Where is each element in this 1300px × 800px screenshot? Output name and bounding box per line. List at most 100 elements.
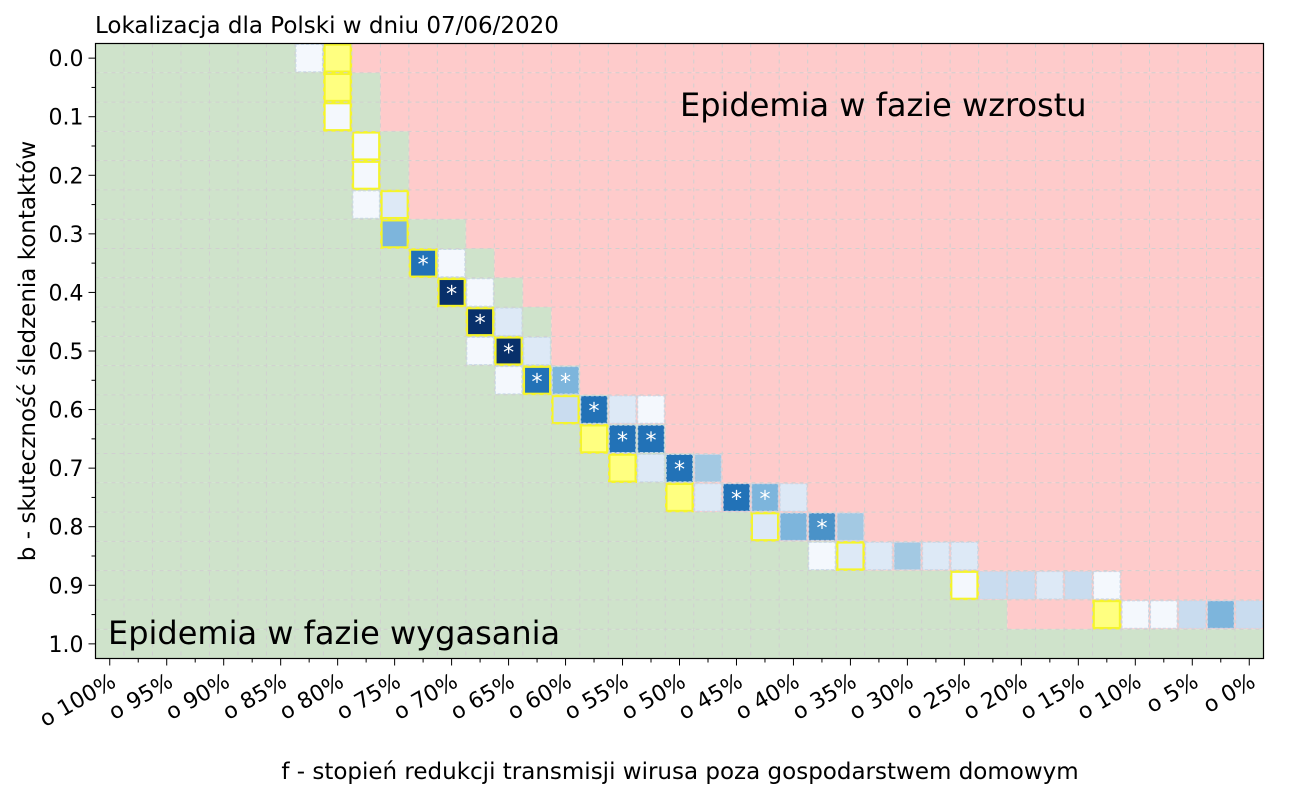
- star-marker: *: [418, 253, 429, 278]
- boundary-cell: [665, 482, 694, 513]
- heatmap-cell: [494, 366, 523, 395]
- decline-region-row-6: [95, 219, 466, 249]
- y-tick-label: 0.6: [49, 399, 84, 424]
- boundary-cell: [437, 277, 467, 308]
- boundary-cell: [351, 131, 381, 161]
- heatmap-cell: [1178, 600, 1207, 629]
- heatmap-cell: [637, 424, 665, 454]
- star-marker: *: [560, 370, 571, 395]
- heatmap-cell: [722, 483, 751, 512]
- boundary-cell: [323, 101, 353, 132]
- cells-layer: * * * * * * * * * * * * *: [95, 43, 1264, 659]
- heatmap-cell: [1150, 600, 1178, 629]
- y-tick-label: 0.5: [49, 340, 84, 365]
- heatmap-cell: [979, 571, 1007, 600]
- x-tick-label: o 45%: [675, 669, 748, 725]
- y-axis-label: b - skuteczność śledzenia kontaktów: [15, 141, 41, 561]
- y-tick-label: 0.9: [49, 574, 84, 599]
- decline-region-row-18: [95, 570, 951, 600]
- boundary-cell: [351, 160, 381, 191]
- star-marker: *: [475, 312, 486, 337]
- decline-region-row-17: [95, 541, 865, 571]
- star-marker: *: [759, 487, 770, 512]
- heatmap-cell: [295, 44, 323, 73]
- boundary-cell: [380, 218, 410, 249]
- region-label-growth: Epidemia w fazie wzrostu: [680, 86, 1087, 124]
- x-tick-label: o 80%: [276, 669, 349, 725]
- y-tick-label: 0.8: [49, 516, 84, 541]
- heatmap-cell: [352, 190, 380, 219]
- heatmap-cell: [836, 512, 865, 541]
- boundary-cell: [494, 336, 524, 366]
- heatmap-cell: [779, 483, 808, 512]
- boundary-cell: [522, 365, 552, 396]
- heatmap-cell: [466, 336, 494, 366]
- star-marker: *: [674, 458, 685, 483]
- x-tick-label: o 95%: [105, 669, 178, 725]
- x-tick-label: o 70%: [390, 669, 463, 725]
- heatmap-cell: [694, 454, 722, 483]
- y-tick-label: 0.1: [49, 106, 84, 131]
- heatmap-cell: [922, 541, 950, 571]
- boundary-cell: [750, 511, 780, 542]
- boundary-cell: [579, 423, 609, 454]
- growth-region-row-9: [551, 307, 1264, 337]
- x-tick-label: o 65%: [447, 669, 520, 725]
- heatmap-cell: [466, 278, 494, 307]
- star-marker: *: [532, 370, 543, 395]
- heatmap-cell: [494, 307, 523, 336]
- x-tick-label: o 40%: [731, 669, 804, 725]
- heatmap-cell: [608, 424, 637, 454]
- x-tick-label: o 55%: [561, 669, 634, 725]
- boundary-cell: [949, 570, 979, 601]
- heatmap-cell: [893, 541, 922, 571]
- heatmap-cell: [1093, 571, 1121, 600]
- x-tick-label: o 85%: [219, 669, 292, 725]
- decline-region-row-15: [95, 482, 694, 513]
- heatmap-cell: [694, 483, 722, 512]
- x-tick-label: o 35%: [788, 669, 861, 725]
- x-tick-label: o 30%: [845, 669, 918, 725]
- growth-region-row-1: [380, 72, 1264, 103]
- y-tick-label: 0.4: [49, 281, 84, 306]
- heatmap-cell: [1121, 600, 1150, 629]
- heatmap-cell: [1235, 600, 1264, 629]
- boundary-cell: [465, 306, 495, 337]
- star-marker: *: [589, 400, 600, 425]
- x-tick-label: o 0%: [1199, 669, 1259, 718]
- y-tick-label: 1.0: [49, 633, 84, 658]
- x-tick-label: o 15%: [1016, 669, 1089, 725]
- growth-region-row-2: [380, 102, 1264, 132]
- decline-region-row-20: [95, 629, 1264, 659]
- y-tick-label: 0.0: [49, 47, 84, 72]
- growth-region-row-12: [608, 394, 1264, 425]
- x-tick-label: o 20%: [959, 669, 1032, 725]
- boundary-cell: [835, 541, 865, 571]
- heatmap-cell: [808, 541, 836, 571]
- x-axis-label: f - stopień redukcji transmisji wirusa p…: [281, 759, 1078, 785]
- star-marker: *: [731, 487, 742, 512]
- boundary-cell: [323, 72, 353, 103]
- heatmap-cell: [865, 541, 893, 571]
- region-label-decline: Epidemia w fazie wygasania: [108, 614, 560, 652]
- heatmap-cell: [1036, 571, 1064, 600]
- heatmap-cell: [665, 454, 694, 483]
- star-marker: *: [816, 517, 827, 542]
- x-tick-label: o 100%: [36, 669, 121, 732]
- heatmap-cell: [1064, 571, 1093, 600]
- x-tick-label: o 75%: [333, 669, 406, 725]
- growth-region-row-13: [665, 424, 1264, 454]
- x-tick-label: o 10%: [1073, 669, 1146, 725]
- chart-title: Lokalizacja dla Polski w dniu 07/06/2020: [95, 13, 559, 39]
- heatmap-cell: [751, 483, 779, 512]
- heatmap-cell: [551, 366, 580, 395]
- heatmap-cell: [779, 512, 808, 541]
- boundary-cell: [1092, 599, 1122, 630]
- x-tick-label: o 90%: [162, 669, 235, 725]
- heatmap-cell: [637, 454, 665, 483]
- x-tick-label: o 5%: [1142, 669, 1202, 718]
- y-tick-label: 0.3: [49, 223, 84, 248]
- heatmap-cell: [1007, 571, 1036, 600]
- heatmap-cell: [523, 336, 551, 366]
